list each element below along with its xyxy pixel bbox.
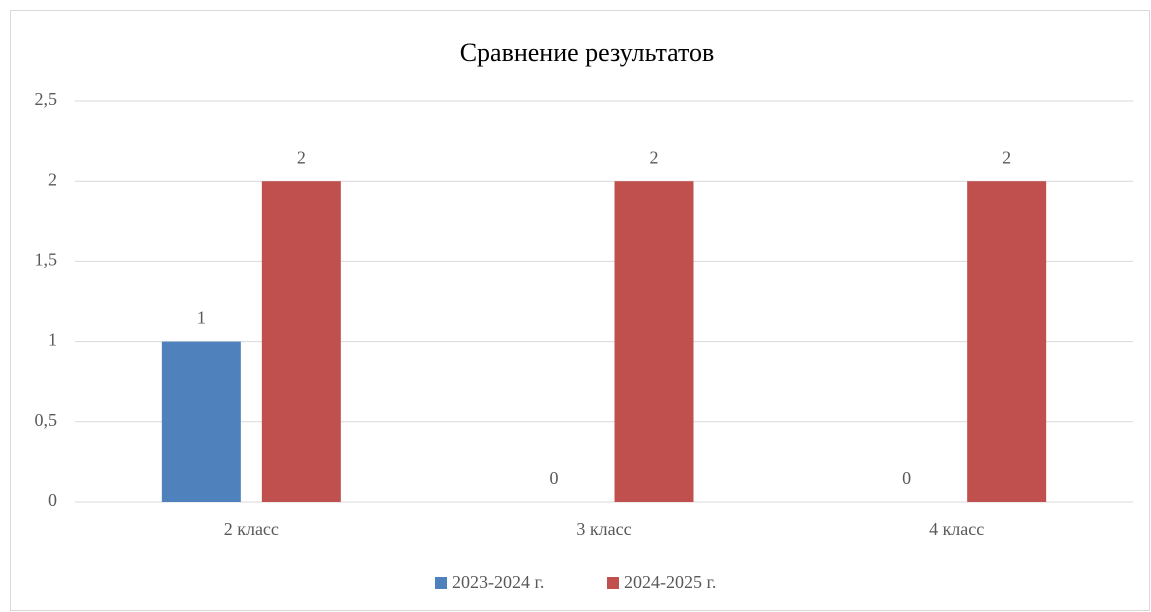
- data-label: 2: [1002, 147, 1011, 167]
- y-tick-label: 1: [48, 330, 57, 350]
- data-label: 1: [197, 308, 206, 328]
- data-label: 0: [550, 468, 559, 488]
- legend-swatch: [435, 577, 447, 589]
- x-tick-label: 3 класс: [576, 519, 631, 539]
- bar: [614, 181, 694, 502]
- data-label: 0: [902, 468, 911, 488]
- y-tick-label: 2: [48, 169, 57, 189]
- x-tick-label: 2 класс: [224, 519, 279, 539]
- legend-label: 2024-2025 г.: [624, 572, 716, 592]
- bar: [261, 181, 341, 502]
- chart-border: [10, 10, 1150, 611]
- legend-swatch: [607, 577, 619, 589]
- data-label: 2: [650, 147, 659, 167]
- x-tick-label: 4 класс: [929, 519, 984, 539]
- y-tick-label: 1,5: [35, 250, 58, 270]
- y-tick-label: 0,5: [35, 410, 58, 430]
- bar: [967, 181, 1047, 502]
- y-tick-label: 0: [48, 490, 57, 510]
- y-tick-label: 2,5: [35, 89, 58, 109]
- chart-title: Сравнение результатов: [460, 38, 715, 67]
- legend-label: 2023-2024 г.: [452, 572, 544, 592]
- data-label: 2: [297, 147, 306, 167]
- bar: [161, 341, 241, 502]
